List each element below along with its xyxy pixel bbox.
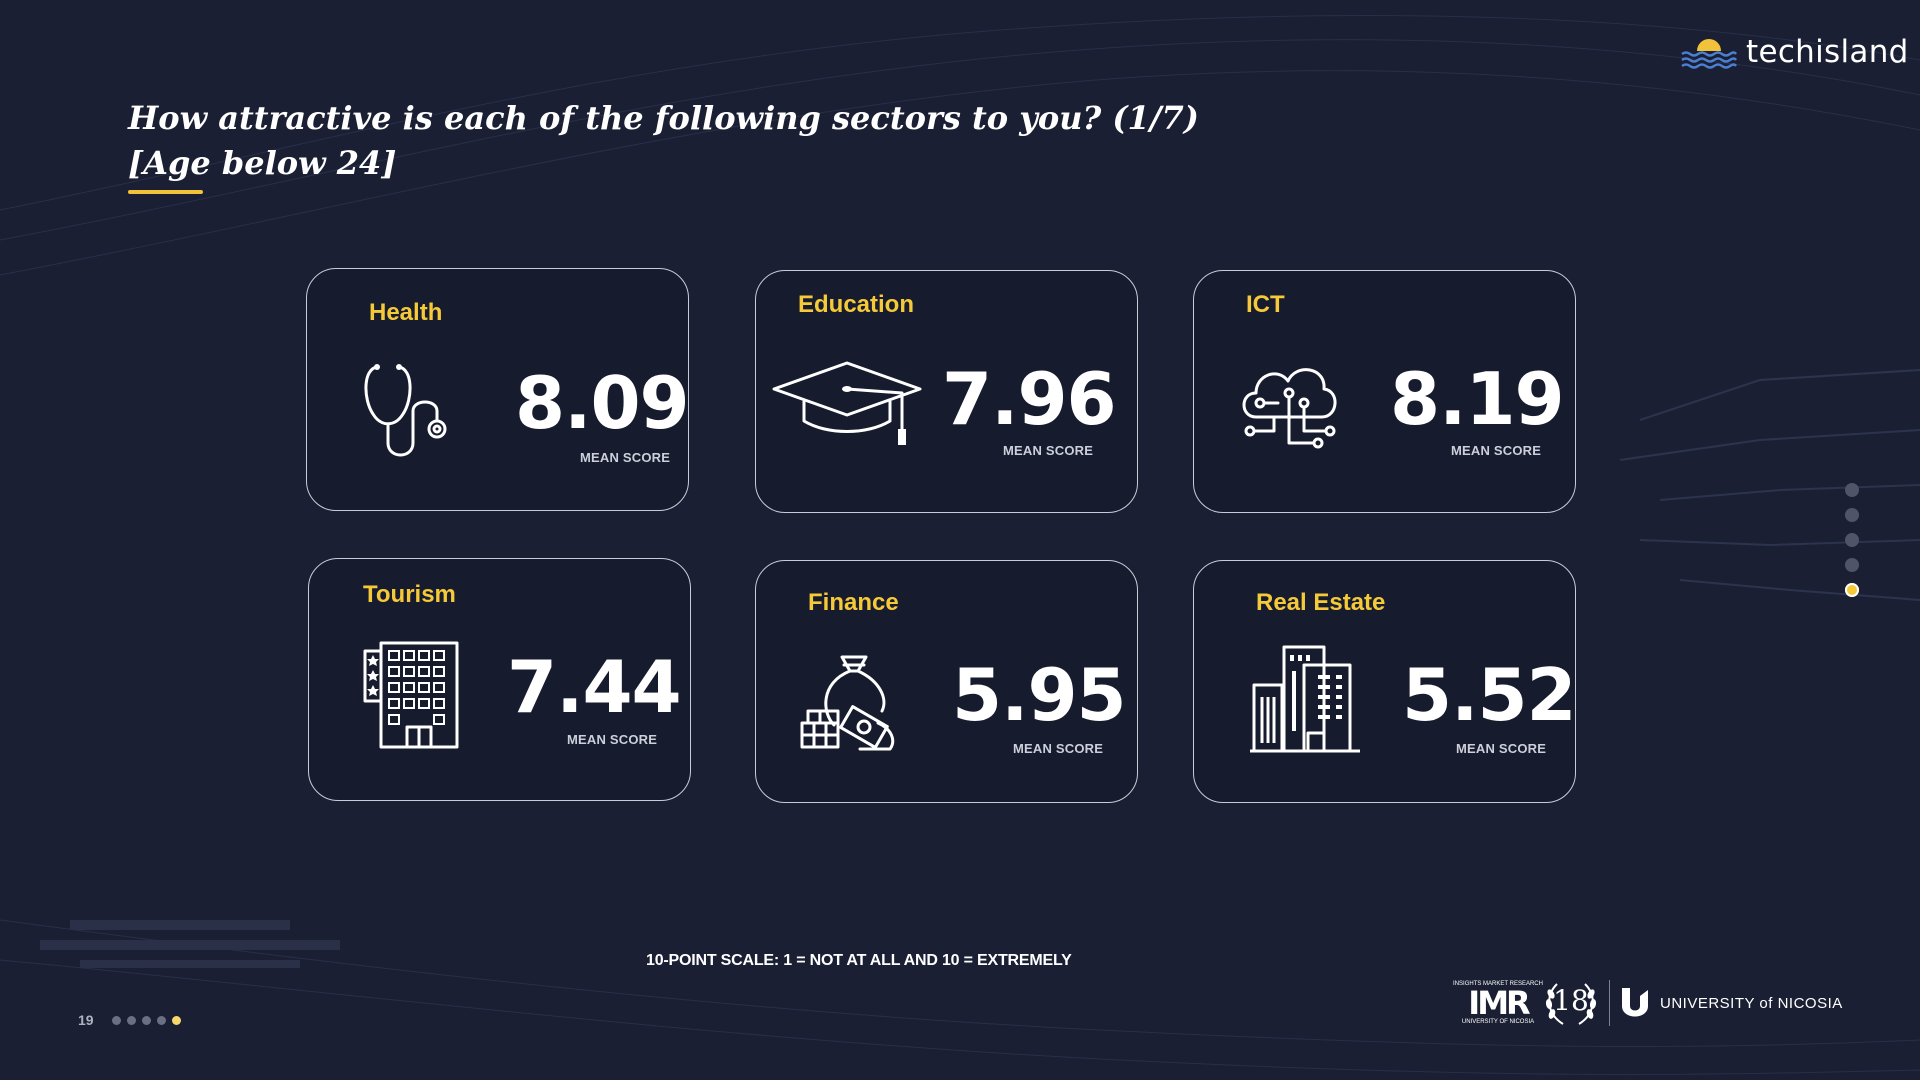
mean-score-label: MEAN SCORE (580, 450, 671, 465)
page-number: 19 (78, 1012, 94, 1028)
page-progress-dots (112, 1016, 181, 1025)
progress-dot (142, 1016, 151, 1025)
side-dot-active[interactable] (1845, 583, 1859, 597)
progress-dot (112, 1016, 121, 1025)
stethoscope-icon (364, 364, 447, 457)
partner-logos: INSIGHTS MARKET RESEARCH IMR UNIVERSITY … (1453, 978, 1843, 1028)
mean-score-value: 7.44 (507, 645, 682, 729)
mean-score-label: MEAN SCORE (1456, 741, 1547, 756)
scale-footnote: 10-POINT SCALE: 1 = NOT AT ALL AND 10 = … (646, 952, 1072, 969)
mean-score-value: 5.52 (1402, 653, 1577, 737)
progress-dot-active (172, 1016, 181, 1025)
graduation-cap-icon (772, 361, 922, 445)
anniversary-number: 18 (1553, 984, 1589, 1017)
logo-divider (1609, 980, 1610, 1026)
title-line-2: [Age below 24] (128, 144, 397, 182)
money-bag-icon (800, 655, 895, 751)
side-navigation-dots (1845, 483, 1859, 597)
mean-score-value: 8.09 (515, 361, 690, 445)
unic-shield-icon (1622, 988, 1648, 1017)
title-underline (128, 190, 203, 194)
laurel-icon (1545, 983, 1597, 1025)
brand-name: techisland (1746, 34, 1909, 70)
side-dot[interactable] (1845, 483, 1859, 497)
unic-name: UNIVERSITY of NICOSIA (1660, 994, 1843, 1012)
page-title: How attractive is each of the following … (128, 96, 1228, 186)
sector-title: Real Estate (1256, 589, 1386, 616)
sector-title: Education (798, 291, 915, 318)
sector-card-finance: Finance 5.95 MEAN SCORE (755, 560, 1138, 803)
techisland-logo: techisland (1680, 34, 1909, 70)
cloud-circuit-icon (1242, 368, 1337, 449)
title-line-1: How attractive is each of the following … (128, 99, 1199, 137)
imr-wordmark: IMR (1468, 984, 1530, 1022)
mean-score-value: 7.96 (942, 357, 1117, 441)
mean-score-value: 8.19 (1390, 357, 1565, 441)
side-dot[interactable] (1845, 508, 1859, 522)
sector-title: ICT (1246, 291, 1285, 318)
imr-subtitle: UNIVERSITY OF NICOSIA (1461, 1019, 1535, 1025)
imr-tagline: INSIGHTS MARKET RESEARCH (1453, 981, 1543, 987)
mean-score-label: MEAN SCORE (1013, 741, 1104, 756)
progress-dot (157, 1016, 166, 1025)
sector-card-health: Health 8.09 MEAN SCORE (306, 268, 690, 511)
side-dot[interactable] (1845, 533, 1859, 547)
mean-score-label: MEAN SCORE (567, 732, 658, 747)
mean-score-value: 5.95 (952, 653, 1127, 737)
sector-card-real-estate: Real Estate 5.52 MEAN SCORE (1193, 560, 1577, 803)
hotel-icon (363, 641, 459, 749)
sun-waves-icon (1681, 39, 1738, 69)
mean-score-label: MEAN SCORE (1451, 443, 1542, 458)
imr-logo: INSIGHTS MARKET RESEARCH IMR UNIVERSITY … (1453, 981, 1543, 1025)
sector-title: Health (369, 299, 443, 326)
sector-card-tourism: Tourism 7.44 MEAN SCORE (308, 558, 691, 801)
progress-dot (127, 1016, 136, 1025)
sector-card-ict: ICT 8.19 MEAN SCORE (1193, 270, 1576, 513)
buildings-icon (1250, 645, 1360, 753)
sector-title: Finance (808, 589, 899, 616)
side-dot[interactable] (1845, 558, 1859, 572)
mean-score-label: MEAN SCORE (1003, 443, 1094, 458)
anniversary-laurel-badge: 18 (1543, 978, 1599, 1028)
sector-title: Tourism (363, 581, 456, 608)
sector-card-education: Education 7.96 MEAN SCORE (755, 270, 1138, 513)
